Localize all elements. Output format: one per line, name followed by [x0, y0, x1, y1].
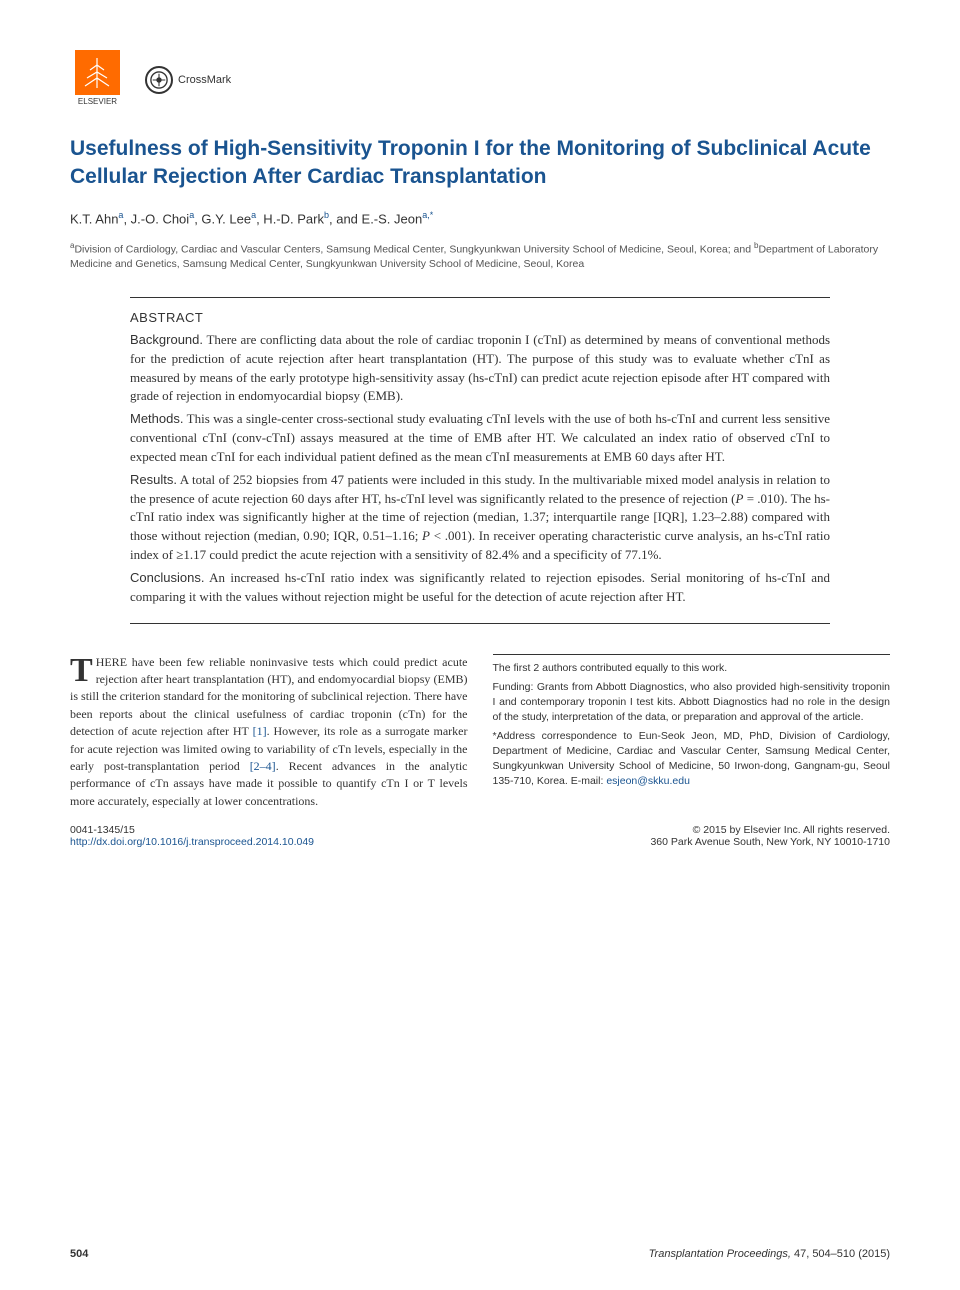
section-text: An increased hs-cTnI ratio index was sig… — [130, 570, 830, 604]
author: K.T. Ahn — [70, 211, 118, 226]
journal-citation: Transplantation Proceedings, 47, 504–510… — [649, 1248, 890, 1260]
body-columns: THERE have been few reliable noninvasive… — [70, 654, 890, 811]
author: , G.Y. Lee — [194, 211, 251, 226]
section-text: A total of 252 biopsies from 47 patients… — [130, 472, 830, 506]
section-label: Results. — [130, 472, 177, 487]
article-title: Usefulness of High-Sensitivity Troponin … — [70, 135, 890, 192]
abstract-methods: Methods. This was a single-center cross-… — [130, 410, 830, 467]
copyright: © 2015 by Elsevier Inc. All rights reser… — [650, 824, 890, 836]
body-paragraph: THERE have been few reliable noninvasive… — [70, 654, 468, 811]
citation-link[interactable]: [1] — [253, 724, 267, 738]
meta-right: © 2015 by Elsevier Inc. All rights reser… — [650, 824, 890, 848]
affil-sup[interactable]: a,* — [422, 210, 433, 220]
crossmark-badge[interactable]: CrossMark — [145, 66, 231, 94]
section-label: Methods. — [130, 411, 183, 426]
elsevier-label: ELSEVIER — [78, 97, 117, 106]
body-column-right: The first 2 authors contributed equally … — [493, 654, 891, 811]
author-list: K.T. Ahna, J.-O. Choia, G.Y. Leea, H.-D.… — [70, 210, 890, 226]
abstract-box: ABSTRACT Background. There are conflicti… — [130, 297, 830, 624]
meta-left: 0041-1345/15 http://dx.doi.org/10.1016/j… — [70, 824, 314, 848]
author: , J.-O. Choi — [123, 211, 189, 226]
article-meta: 0041-1345/15 http://dx.doi.org/10.1016/j… — [70, 824, 890, 848]
doi-link[interactable]: http://dx.doi.org/10.1016/j.transproceed… — [70, 836, 314, 848]
email-link[interactable]: esjeon@skku.edu — [606, 775, 690, 787]
abstract-conclusions: Conclusions. An increased hs-cTnI ratio … — [130, 569, 830, 607]
p-value-symbol: P — [422, 528, 430, 543]
citation-detail: 47, 504–510 (2015) — [794, 1248, 890, 1260]
page-number: 504 — [70, 1248, 88, 1260]
affiliation-text: Division of Cardiology, Cardiac and Vasc… — [74, 244, 754, 256]
journal-name: Transplantation Proceedings, — [649, 1248, 794, 1260]
affiliations: aDivision of Cardiology, Cardiac and Vas… — [70, 240, 890, 272]
section-label: Background. — [130, 332, 203, 347]
abstract-results: Results. A total of 252 biopsies from 47… — [130, 471, 830, 565]
body-column-left: THERE have been few reliable noninvasive… — [70, 654, 468, 811]
abstract-background: Background. There are conflicting data a… — [130, 331, 830, 406]
section-text: There are conflicting data about the rol… — [130, 332, 830, 404]
page-footer: 504 Transplantation Proceedings, 47, 504… — [70, 1248, 890, 1260]
footnote-divider — [493, 654, 891, 655]
footnote-text: *Address correspondence to Eun-Seok Jeon… — [493, 730, 891, 786]
header-logos: ELSEVIER CrossMark — [70, 50, 890, 110]
citation-link[interactable]: [2–4] — [250, 759, 276, 773]
abstract-heading: ABSTRACT — [130, 310, 830, 325]
footnote-funding: Funding: Grants from Abbott Diagnostics,… — [493, 680, 891, 724]
publisher-address: 360 Park Avenue South, New York, NY 1001… — [650, 836, 890, 848]
section-label: Conclusions. — [130, 570, 204, 585]
elsevier-tree-icon — [75, 50, 120, 95]
crossmark-label: CrossMark — [178, 74, 231, 86]
elsevier-logo[interactable]: ELSEVIER — [70, 50, 125, 110]
author: , and E.-S. Jeon — [329, 211, 422, 226]
footnote-contribution: The first 2 authors contributed equally … — [493, 661, 891, 676]
section-text: This was a single-center cross-sectional… — [130, 411, 830, 464]
footnote-correspondence: *Address correspondence to Eun-Seok Jeon… — [493, 729, 891, 788]
crossmark-icon — [145, 66, 173, 94]
dropcap: T — [70, 654, 96, 686]
author: , H.-D. Park — [256, 211, 324, 226]
issn: 0041-1345/15 — [70, 824, 314, 836]
